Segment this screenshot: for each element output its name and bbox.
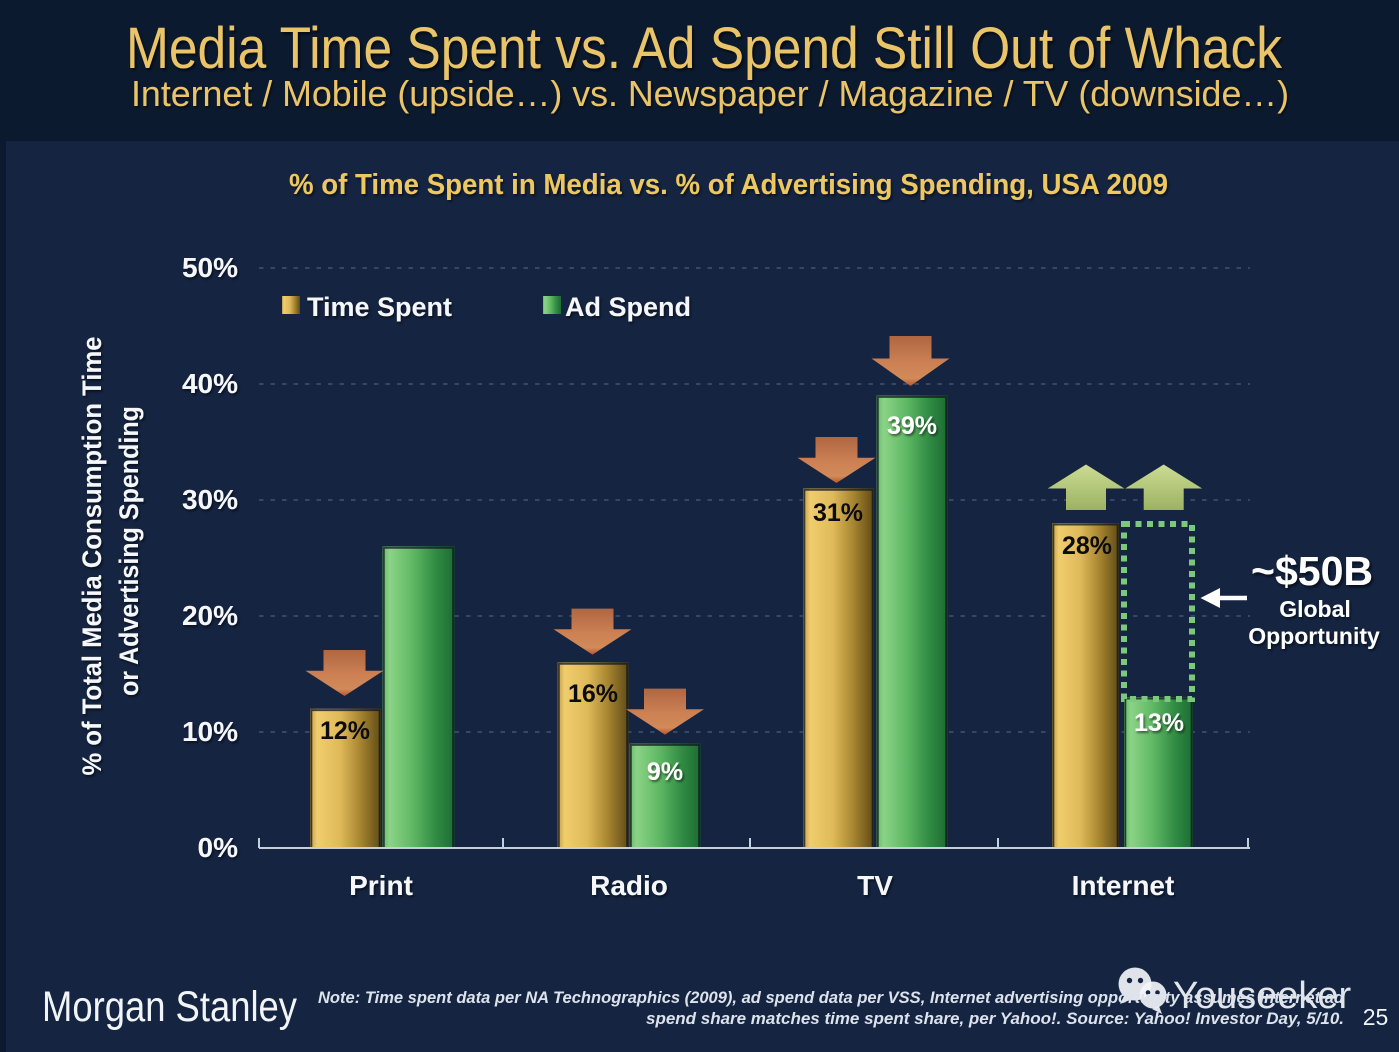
- svg-text:9%: 9%: [647, 758, 683, 786]
- svg-text:% of Total Media Consumption T: % of Total Media Consumption Time: [77, 337, 107, 776]
- svg-text:spend share matches time spent: spend share matches time spent share, pe…: [646, 1009, 1344, 1028]
- svg-text:Internet / Mobile (upside…) vs: Internet / Mobile (upside…) vs. Newspape…: [131, 73, 1289, 114]
- svg-text:25: 25: [1363, 1004, 1389, 1030]
- svg-text:Time Spent: Time Spent: [307, 292, 452, 322]
- svg-text:30%: 30%: [182, 484, 238, 515]
- svg-text:16%: 16%: [568, 680, 618, 708]
- svg-text:Note: Time spent data per NA T: Note: Time spent data per NA Technograph…: [318, 988, 1345, 1007]
- svg-text:31%: 31%: [813, 499, 863, 527]
- svg-text:Print: Print: [349, 870, 413, 901]
- svg-text:or Advertising Spending: or Advertising Spending: [114, 406, 144, 696]
- svg-text:40%: 40%: [182, 368, 238, 399]
- svg-text:Media Time Spent vs. Ad Spend: Media Time Spent vs. Ad Spend Still Out …: [126, 16, 1283, 81]
- svg-text:0%: 0%: [198, 832, 239, 863]
- svg-text:20%: 20%: [182, 600, 238, 631]
- svg-text:Youseeker: Youseeker: [1173, 975, 1352, 1017]
- svg-text:% of Time Spent in Media vs. %: % of Time Spent in Media vs. % of Advert…: [289, 169, 1168, 201]
- svg-text:28%: 28%: [1062, 532, 1112, 560]
- svg-text:Opportunity: Opportunity: [1248, 623, 1380, 649]
- svg-text:12%: 12%: [320, 717, 370, 745]
- svg-text:13%: 13%: [1134, 709, 1184, 737]
- svg-text:10%: 10%: [182, 716, 238, 747]
- svg-text:~$50B: ~$50B: [1251, 548, 1373, 594]
- svg-text:Global: Global: [1279, 596, 1351, 622]
- svg-text:Radio: Radio: [590, 870, 668, 901]
- svg-text:50%: 50%: [182, 252, 238, 283]
- svg-text:Morgan Stanley: Morgan Stanley: [42, 983, 297, 1031]
- svg-text:TV: TV: [857, 870, 893, 901]
- svg-text:Ad Spend: Ad Spend: [565, 292, 691, 322]
- svg-text:Internet: Internet: [1072, 870, 1175, 901]
- svg-text:39%: 39%: [887, 412, 937, 440]
